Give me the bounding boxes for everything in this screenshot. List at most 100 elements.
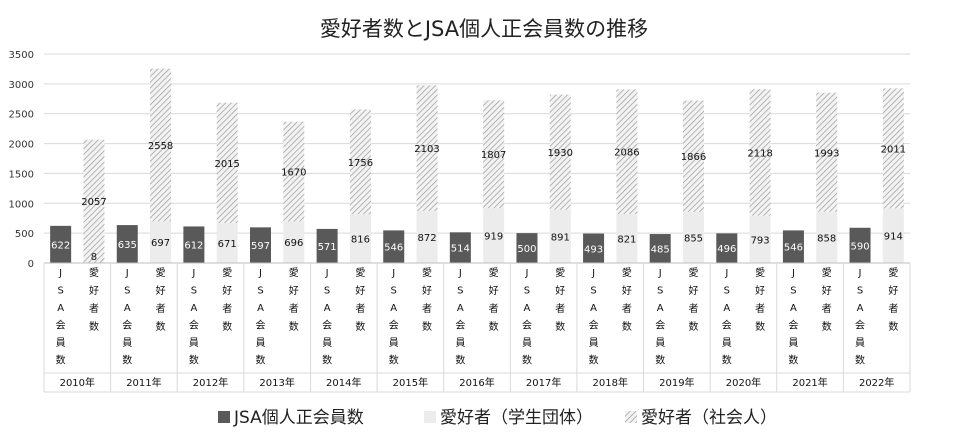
sub-category-char: J — [724, 268, 728, 279]
sub-category-char: 員 — [256, 337, 266, 349]
data-label-student: 793 — [751, 235, 770, 246]
sub-category-char: J — [258, 268, 262, 279]
sub-category-char: S — [124, 286, 130, 297]
sub-category-label-fans: 愛好者数 — [689, 266, 699, 333]
data-label-jsa: 546 — [784, 243, 803, 254]
bar-social — [416, 85, 438, 211]
sub-category-char: 数 — [589, 354, 599, 367]
sub-category-char: S — [724, 286, 730, 297]
bar-social — [483, 100, 505, 209]
chart-title: 愛好者数とJSA個人正会員数の推移 — [320, 17, 648, 41]
sub-category-char: 者 — [489, 303, 499, 315]
sub-category-char: A — [524, 303, 531, 314]
sub-category-char: S — [57, 286, 63, 297]
sub-category-char: 数 — [555, 320, 565, 333]
bar-social — [83, 139, 105, 263]
sub-category-char: 好 — [622, 285, 632, 297]
sub-category-label-jsa: J S A 会員数 — [655, 268, 665, 367]
sub-category-char: J — [658, 268, 662, 279]
data-label-jsa: 485 — [651, 245, 670, 256]
sub-category-char: 員 — [722, 337, 732, 349]
data-label-social: 2011 — [881, 144, 906, 155]
bar-student — [416, 210, 438, 263]
sub-category-char: 数 — [822, 320, 832, 333]
bar-student — [616, 213, 638, 263]
sub-category-label-fans: 愛好者数 — [622, 266, 632, 333]
sub-category-char: 会 — [722, 319, 732, 332]
data-label-student: 671 — [218, 239, 237, 250]
sub-category-label-jsa: J S A 会員数 — [322, 268, 332, 367]
sub-category-char: 会 — [455, 319, 465, 332]
sub-category-char: 員 — [322, 337, 332, 349]
data-label-social: 2103 — [414, 144, 439, 155]
data-label-social: 2118 — [747, 148, 772, 159]
bar-social — [816, 92, 838, 212]
sub-category-char: 会 — [56, 319, 66, 332]
bar-jsa — [716, 233, 738, 263]
bar-jsa — [782, 230, 804, 263]
sub-category-char: 好 — [555, 285, 565, 297]
data-label-student: 858 — [817, 233, 836, 244]
data-label-social: 1807 — [481, 150, 506, 161]
y-axis: 0 500 1000 1500 2000 2500 3000 3500 — [9, 50, 34, 270]
data-label-jsa: 514 — [451, 244, 470, 255]
sub-category-char: S — [790, 286, 796, 297]
sub-category-label-jsa: J S A 会員数 — [455, 268, 465, 367]
sub-category-char: 会 — [522, 319, 532, 332]
legend: JSA個人正会員数 愛好者（学生団体） 愛好者（社会人） — [218, 408, 777, 428]
y-tick-label: 3500 — [9, 50, 34, 61]
sub-category-char: 数 — [655, 354, 665, 367]
sub-category-char: S — [857, 286, 863, 297]
sub-category-char: S — [590, 286, 596, 297]
sub-category-char: 会 — [122, 319, 132, 332]
sub-category-char: A — [590, 303, 597, 314]
legend-label: JSA個人正会員数 — [233, 408, 364, 428]
sub-category-char: 好 — [822, 285, 832, 297]
bar-student — [749, 215, 771, 263]
sub-category-char: 愛 — [422, 266, 432, 279]
sub-category-label-fans: 愛好者数 — [489, 266, 499, 333]
sub-category-char: 者 — [355, 303, 365, 315]
bar-jsa — [250, 227, 271, 263]
sub-category-label-fans: 愛好者数 — [355, 266, 365, 333]
legend-swatch — [424, 411, 436, 423]
sub-category-char: 愛 — [622, 266, 632, 279]
data-label-social: 2057 — [81, 197, 106, 208]
sub-category-char: J — [391, 268, 395, 279]
bar-jsa — [116, 225, 138, 263]
year-label: 2018年 — [593, 376, 628, 389]
bar-social — [150, 68, 172, 222]
sub-category-char: J — [791, 268, 795, 279]
sub-category-char: 数 — [622, 320, 632, 333]
data-label-jsa: 496 — [717, 244, 736, 255]
sub-category-char: 愛 — [689, 266, 699, 279]
y-tick-label: 3000 — [9, 80, 34, 91]
sub-category-label-jsa: J S A 会員数 — [256, 268, 266, 367]
sub-category-char: 数 — [888, 320, 898, 333]
sub-category-char: 愛 — [888, 266, 898, 279]
sub-category-char: A — [857, 303, 864, 314]
sub-category-char: 会 — [189, 319, 199, 332]
year-label: 2020年 — [726, 376, 761, 389]
sub-category-char: 者 — [888, 303, 898, 315]
data-label-jsa: 546 — [384, 243, 403, 254]
sub-category-char: 員 — [788, 337, 798, 349]
sub-category-char: 好 — [289, 285, 299, 297]
sub-category-char: S — [191, 286, 197, 297]
sub-category-char: J — [325, 268, 329, 279]
sub-category-char: 好 — [489, 285, 499, 297]
sub-category-char: 者 — [689, 303, 699, 315]
bar-jsa — [649, 234, 671, 263]
sub-category-label-fans: 愛好者数 — [822, 266, 832, 333]
bars — [50, 68, 904, 263]
bar-student — [283, 221, 305, 263]
sub-category-char: 数 — [189, 354, 199, 367]
sub-category-char: 好 — [422, 285, 432, 297]
sub-category-label-fans: 愛好者数 — [422, 266, 432, 333]
data-label-social: 1756 — [348, 158, 373, 169]
sub-category-char: 愛 — [489, 266, 499, 279]
sub-category-char: J — [125, 268, 129, 279]
sub-category-char: 好 — [888, 285, 898, 297]
sub-category-label-jsa: J S A 会員数 — [56, 268, 66, 367]
